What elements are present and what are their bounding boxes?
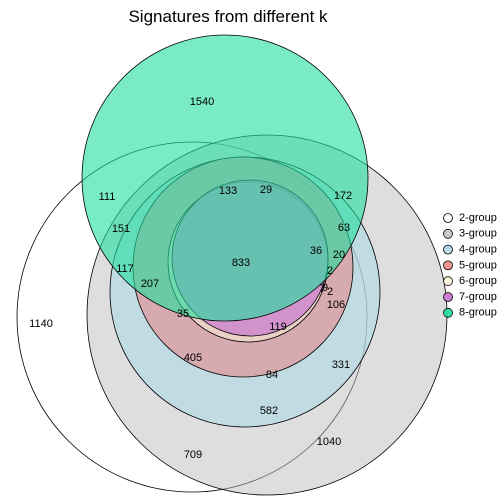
region-count: 35	[177, 308, 189, 320]
legend-swatch	[444, 277, 453, 286]
legend-label: 2-group	[459, 212, 497, 224]
legend-item: 3-group	[444, 228, 497, 240]
legend-label: 6-group	[459, 275, 497, 287]
region-count: 111	[99, 191, 116, 203]
chart-title: Signatures from different k	[128, 7, 328, 26]
region-count: 20	[333, 249, 345, 261]
region-count: 1140	[29, 318, 53, 330]
legend-item: 4-group	[444, 244, 497, 256]
region-count: 36	[310, 245, 322, 257]
region-count: 709	[184, 449, 202, 461]
region-count: 172	[334, 190, 352, 202]
region-count: 1040	[317, 436, 341, 448]
legend-label: 4-group	[459, 244, 497, 256]
region-count: 7	[319, 283, 325, 295]
legend-swatch	[444, 214, 453, 223]
region-count: 833	[232, 257, 250, 269]
legend-label: 5-group	[459, 259, 497, 271]
region-count: 582	[260, 405, 278, 417]
legend: 2-group 3-group 4-group 5-group 6-group 7-gro…	[444, 212, 497, 319]
region-count: 63	[338, 222, 350, 234]
legend-swatch	[444, 245, 453, 254]
legend-item: 7-group	[444, 291, 497, 303]
legend-swatch	[444, 308, 453, 317]
region-count: 29	[260, 184, 272, 196]
legend-swatch	[444, 261, 453, 270]
legend-item: 2-group	[444, 212, 497, 224]
region-count: 2	[327, 265, 333, 277]
region-count: 207	[141, 278, 159, 290]
legend-label: 8-group	[459, 307, 497, 319]
region-count: 106	[327, 299, 345, 311]
legend-label: 3-group	[459, 228, 497, 240]
region-count: 117	[116, 263, 134, 275]
legend-item: 6-group	[444, 275, 497, 287]
legend-swatch	[444, 293, 453, 302]
legend-swatch	[444, 229, 453, 238]
region-count: 405	[184, 352, 202, 364]
region-count: 84	[266, 369, 278, 381]
region-count: 133	[219, 185, 237, 197]
set-circle-8-group	[82, 35, 368, 321]
region-count: 151	[112, 223, 130, 235]
legend-item: 8-group	[444, 307, 497, 319]
legend-item: 5-group	[444, 259, 497, 271]
region-count: 1540	[190, 96, 214, 108]
region-count: 2	[327, 286, 333, 298]
legend-label: 7-group	[459, 291, 497, 303]
region-count: 119	[269, 321, 287, 333]
region-count: 331	[332, 359, 350, 371]
